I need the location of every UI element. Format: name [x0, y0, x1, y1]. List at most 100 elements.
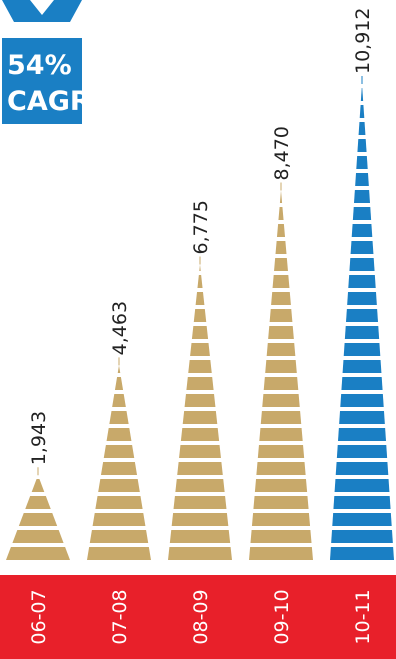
bar-stripe: [179, 445, 221, 458]
bar-stripe: [169, 530, 231, 543]
bar-stripe: [350, 241, 374, 254]
bar-stripe: [279, 190, 283, 203]
bar-stripe: [355, 173, 369, 186]
value-label-10-11: 10,912: [352, 8, 374, 74]
category-label-09-10: 09-10: [271, 589, 293, 644]
bar-stripe: [193, 309, 207, 322]
bar-stripe: [259, 428, 303, 441]
cagr-badge: 54% CAGR: [2, 0, 91, 124]
bar-stripe: [197, 275, 203, 288]
value-label-07-08: 4,463: [109, 301, 131, 355]
bar-stripe: [182, 411, 218, 424]
bar-stripe: [360, 88, 364, 101]
bar-stripe: [262, 394, 300, 407]
bar-stripe: [251, 513, 311, 526]
bar-stripe: [195, 292, 205, 305]
bar-stripe: [168, 547, 232, 560]
bar-stripe: [31, 479, 45, 492]
bar-stripe: [199, 264, 201, 271]
bar-stripe: [331, 530, 393, 543]
bar-stripe: [339, 411, 385, 424]
bar-stripe: [336, 445, 388, 458]
value-label-09-10: 8,470: [271, 126, 293, 180]
bar-09-10: [249, 190, 313, 560]
bar-stripe: [250, 530, 312, 543]
bar-08-09: [168, 264, 232, 560]
bar-stripe: [114, 377, 124, 390]
bar-stripe: [263, 377, 299, 390]
bar-stripe: [6, 547, 70, 560]
bar-stripe: [257, 445, 305, 458]
bar-stripe: [254, 479, 308, 492]
bar-stripe: [356, 156, 368, 169]
category-label-06-07: 06-07: [28, 589, 50, 644]
bar-stripe: [12, 530, 64, 543]
bar-stripe: [256, 462, 306, 475]
bar-stripe: [271, 292, 291, 305]
bar-stripe: [177, 462, 223, 475]
cagr-badge-box: [2, 38, 82, 124]
bar-stripe: [276, 224, 286, 237]
bar-stripe: [347, 292, 377, 305]
bar-stripe: [260, 411, 302, 424]
category-label-08-09: 08-09: [190, 589, 212, 644]
bar-stripe: [117, 365, 121, 373]
bar-stripe: [191, 326, 209, 339]
bar-stripe: [272, 275, 290, 288]
bar-stripe: [106, 428, 132, 441]
bar-stripe: [171, 513, 229, 526]
bar-stripe: [335, 462, 389, 475]
bar-stripe: [278, 207, 284, 220]
bar-stripe: [95, 496, 143, 509]
bar-07-08: [87, 365, 151, 560]
bar-stripe: [358, 122, 366, 135]
bar-stripe: [333, 496, 391, 509]
bar-stripe: [346, 309, 378, 322]
bar-stripe: [186, 377, 214, 390]
bar-10-11: [330, 88, 394, 560]
cagr-label: CAGR: [7, 86, 91, 117]
bar-stripe: [18, 513, 58, 526]
category-band: [0, 575, 396, 659]
bar-stripe: [334, 479, 390, 492]
bar-stripe: [330, 547, 394, 560]
bar-stripe: [348, 275, 376, 288]
bar-stripe: [268, 326, 294, 339]
bar-stripe: [332, 513, 392, 526]
bar-stripe: [343, 343, 381, 356]
bar-stripe: [269, 309, 293, 322]
bar-stripe: [349, 258, 375, 271]
bar-stripe: [342, 360, 382, 373]
category-label-07-08: 07-08: [109, 589, 131, 644]
bar-stripe: [265, 360, 297, 373]
bars-layer: [6, 76, 394, 560]
bar-stripe: [184, 394, 216, 407]
bar-stripe: [175, 479, 225, 492]
bar-stripe: [359, 105, 365, 118]
cagr-percentage: 54%: [7, 50, 72, 81]
bar-stripe: [112, 394, 126, 407]
labels-layer: 1,943 06-07 4,463 07-08 6,775 08-09 8,470 09-10…: [28, 8, 374, 645]
bar-stripe: [180, 428, 220, 441]
bar-stripe: [344, 326, 380, 339]
bar-stripe: [357, 139, 367, 152]
bar-stripe: [98, 479, 140, 492]
bar-stripe: [92, 513, 146, 526]
bar-stripe: [351, 224, 373, 237]
bar-stripe: [354, 190, 370, 203]
bar-stripe: [249, 547, 313, 560]
bar-stripe: [190, 343, 210, 356]
value-label-06-07: 1,943: [28, 411, 50, 465]
bar-stripe: [352, 207, 372, 220]
bar-stripe: [89, 530, 149, 543]
bar-stripe: [188, 360, 212, 373]
category-label-10-11: 10-11: [352, 589, 374, 644]
bar-stripe: [266, 343, 296, 356]
bar-stripe: [173, 496, 227, 509]
bar-stripe: [100, 462, 138, 475]
value-label-08-09: 6,775: [190, 200, 212, 254]
up-arrow-icon: [2, 0, 82, 22]
bar-stripe: [275, 241, 287, 254]
bar-06-07: [6, 479, 70, 560]
